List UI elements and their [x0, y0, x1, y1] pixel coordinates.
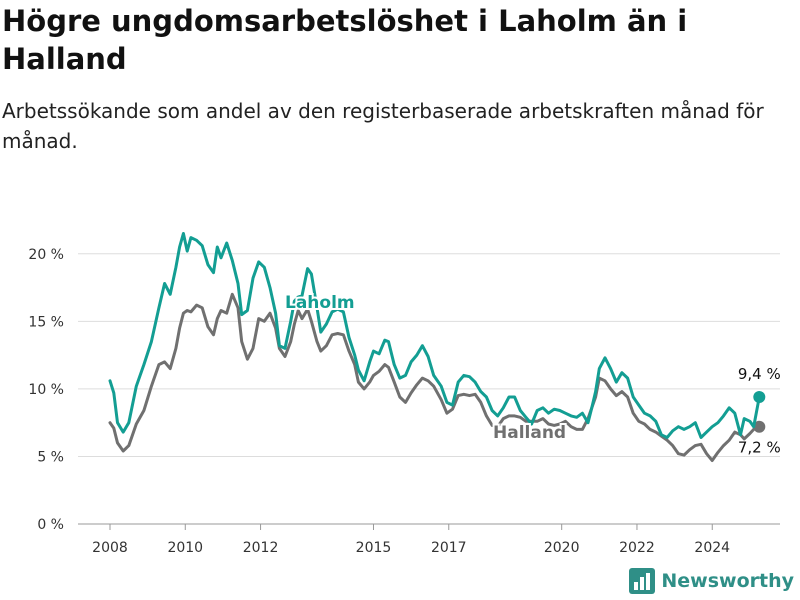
y-tick-label: 15 % [28, 314, 64, 330]
y-tick-label: 5 % [37, 449, 64, 465]
labels: Laholm Halland 9,4 % 7,2 % [283, 291, 781, 457]
x-tick-label: 2015 [356, 540, 392, 556]
y-tick-label: 10 % [28, 382, 64, 398]
series-line-laholm [108, 232, 761, 439]
y-tick-label: 0 % [37, 517, 64, 533]
end-label-laholm: 9,4 % [738, 365, 781, 383]
x-tick-label: 2012 [243, 540, 279, 556]
brand-name: Newsworthy [661, 570, 794, 592]
x-tick-label: 2022 [619, 540, 655, 556]
newsworthy-logo: Newsworthy [629, 568, 794, 594]
x-tick-label: 2017 [431, 540, 467, 556]
series-label-halland: Halland [493, 423, 566, 443]
series-lines [108, 232, 766, 462]
x-tick-label: 2008 [92, 540, 128, 556]
grid-lines [78, 253, 780, 525]
end-point-halland [753, 420, 766, 433]
axis: 0 % 5 % 10 % 15 % 20 % 2008 2010 2012 2015 2017 20… [28, 247, 730, 556]
end-point-laholm [753, 390, 766, 403]
end-label-halland: 7,2 % [738, 439, 781, 457]
chart-title: Högre ungdomsarbetslöshet i Laholm än i … [2, 4, 688, 76]
x-tick-label: 2024 [694, 540, 730, 556]
bar-chart-icon [629, 568, 656, 594]
series-label-laholm: Laholm [285, 293, 355, 313]
x-tick-label: 2010 [167, 540, 203, 556]
chart-subtitle: Arbetssökande som andel av den registerb… [2, 99, 764, 153]
x-tick-label: 2020 [544, 540, 580, 556]
y-tick-label: 20 % [28, 247, 64, 263]
series-line-halland [108, 292, 761, 462]
